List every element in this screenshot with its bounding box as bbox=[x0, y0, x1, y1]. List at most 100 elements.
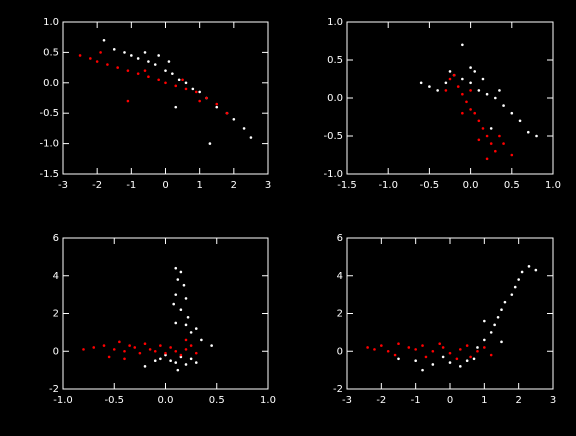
point bbox=[99, 51, 102, 54]
point bbox=[520, 270, 524, 274]
point bbox=[123, 357, 126, 361]
y-tick-label: 2 bbox=[337, 309, 343, 320]
point bbox=[496, 315, 500, 319]
point bbox=[438, 342, 442, 346]
point bbox=[198, 90, 201, 94]
point bbox=[194, 351, 198, 355]
point bbox=[397, 357, 400, 361]
point bbox=[92, 346, 96, 349]
point bbox=[477, 119, 481, 123]
point bbox=[112, 348, 116, 351]
point bbox=[513, 285, 517, 289]
y-tick-label: 0.5 bbox=[43, 47, 59, 58]
point bbox=[455, 357, 459, 361]
point bbox=[169, 346, 172, 349]
point bbox=[485, 134, 489, 138]
x-tick-label: 3 bbox=[265, 180, 271, 191]
x-tick-label: 0.5 bbox=[504, 180, 520, 191]
point bbox=[143, 69, 147, 72]
point bbox=[441, 355, 445, 359]
y-tick-label: 0 bbox=[53, 346, 59, 357]
point bbox=[157, 78, 160, 82]
point bbox=[148, 348, 152, 351]
point bbox=[461, 77, 464, 81]
point bbox=[419, 81, 423, 85]
point bbox=[208, 142, 212, 145]
y-tick-label: -2 bbox=[49, 384, 59, 395]
point bbox=[493, 323, 496, 327]
point bbox=[189, 344, 193, 347]
point bbox=[461, 92, 464, 96]
point bbox=[164, 353, 167, 357]
point bbox=[95, 60, 99, 63]
point bbox=[469, 81, 472, 85]
point bbox=[444, 89, 448, 92]
point bbox=[380, 344, 383, 347]
point bbox=[186, 315, 190, 319]
point bbox=[489, 353, 493, 357]
point bbox=[510, 153, 514, 157]
point bbox=[503, 300, 507, 304]
point bbox=[200, 338, 203, 342]
x-tick-label: 0.0 bbox=[158, 395, 174, 406]
point bbox=[469, 355, 472, 359]
point bbox=[169, 359, 172, 362]
point bbox=[174, 84, 178, 88]
point bbox=[184, 348, 188, 351]
x-tick-label: -1.0 bbox=[53, 395, 73, 406]
point bbox=[476, 346, 479, 349]
point bbox=[517, 278, 520, 281]
point bbox=[133, 346, 137, 349]
axes-frame bbox=[346, 237, 554, 390]
point bbox=[431, 349, 435, 353]
point bbox=[143, 365, 147, 368]
point bbox=[164, 69, 167, 72]
point bbox=[526, 130, 530, 134]
axes-frame bbox=[62, 237, 269, 390]
point bbox=[498, 89, 501, 92]
point bbox=[249, 136, 253, 139]
point bbox=[485, 92, 489, 96]
y-tick-label: 1.0 bbox=[43, 17, 59, 28]
point bbox=[518, 119, 522, 123]
point bbox=[106, 63, 109, 66]
point bbox=[500, 340, 503, 344]
x-tick-label: 1 bbox=[196, 180, 202, 191]
point bbox=[191, 87, 195, 91]
point bbox=[215, 105, 219, 109]
point bbox=[448, 70, 452, 73]
point bbox=[481, 127, 485, 130]
point bbox=[481, 77, 485, 81]
point bbox=[143, 342, 147, 346]
y-tick-label: 6 bbox=[53, 233, 59, 244]
y-tick-label: -0.5 bbox=[323, 131, 343, 142]
point bbox=[102, 344, 106, 347]
x-tick-label: -2 bbox=[92, 180, 102, 191]
point bbox=[184, 297, 188, 300]
point bbox=[126, 69, 130, 72]
y-tick-label: 0 bbox=[337, 346, 343, 357]
point bbox=[477, 138, 481, 142]
point bbox=[102, 38, 106, 42]
point bbox=[473, 111, 477, 115]
point bbox=[82, 348, 85, 351]
point bbox=[143, 51, 147, 54]
point bbox=[386, 349, 390, 353]
point bbox=[527, 265, 531, 268]
point bbox=[477, 89, 481, 92]
point bbox=[174, 361, 178, 364]
y-tick-label: 6 bbox=[337, 233, 343, 244]
point bbox=[510, 293, 514, 296]
point bbox=[494, 149, 497, 153]
y-tick-label: 4 bbox=[53, 271, 59, 282]
point bbox=[177, 78, 181, 82]
point bbox=[498, 134, 501, 138]
point bbox=[421, 344, 424, 347]
point bbox=[465, 359, 469, 362]
x-tick-label: -2 bbox=[376, 395, 386, 406]
point bbox=[452, 73, 456, 77]
point bbox=[184, 363, 188, 366]
point bbox=[184, 338, 188, 342]
point bbox=[444, 81, 448, 85]
